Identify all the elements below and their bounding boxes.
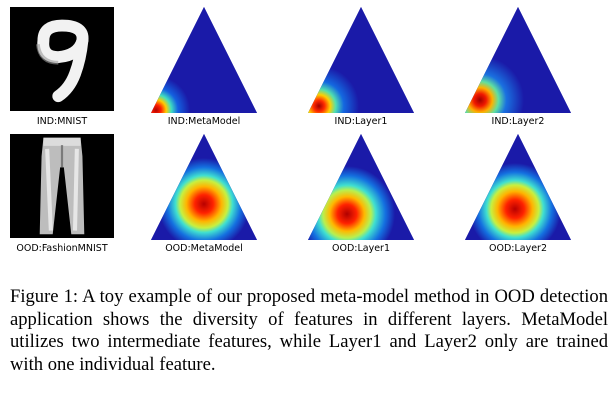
ood-layer1-simplex bbox=[308, 134, 414, 240]
simplex-label: OOD:Layer1 bbox=[331, 243, 390, 254]
simplex-label: IND:Layer1 bbox=[334, 116, 388, 127]
simplex-label: OOD:Layer2 bbox=[488, 243, 547, 254]
ind-metamodel-simplex bbox=[151, 7, 257, 113]
ind-layer2-simplex bbox=[465, 7, 571, 113]
simplex-label: IND:MetaModel bbox=[167, 116, 241, 127]
simplex-label: IND:Layer2 bbox=[491, 116, 545, 127]
ind-layer1-simplex bbox=[308, 7, 414, 113]
row1-image-label: IND:MNIST bbox=[36, 116, 88, 127]
fashionmnist-trousers-image bbox=[10, 134, 114, 238]
row2-image-label: OOD:FashionMNIST bbox=[16, 243, 108, 254]
caption-text: Figure 1: A toy example of our proposed … bbox=[10, 286, 608, 375]
mnist-digit-image bbox=[10, 7, 114, 111]
simplex-label: OOD:MetaModel bbox=[165, 243, 243, 254]
ood-metamodel-simplex bbox=[151, 134, 257, 240]
figure-caption: Figure 1: A toy example of our proposed … bbox=[10, 286, 608, 376]
ood-layer2-simplex bbox=[465, 134, 571, 240]
